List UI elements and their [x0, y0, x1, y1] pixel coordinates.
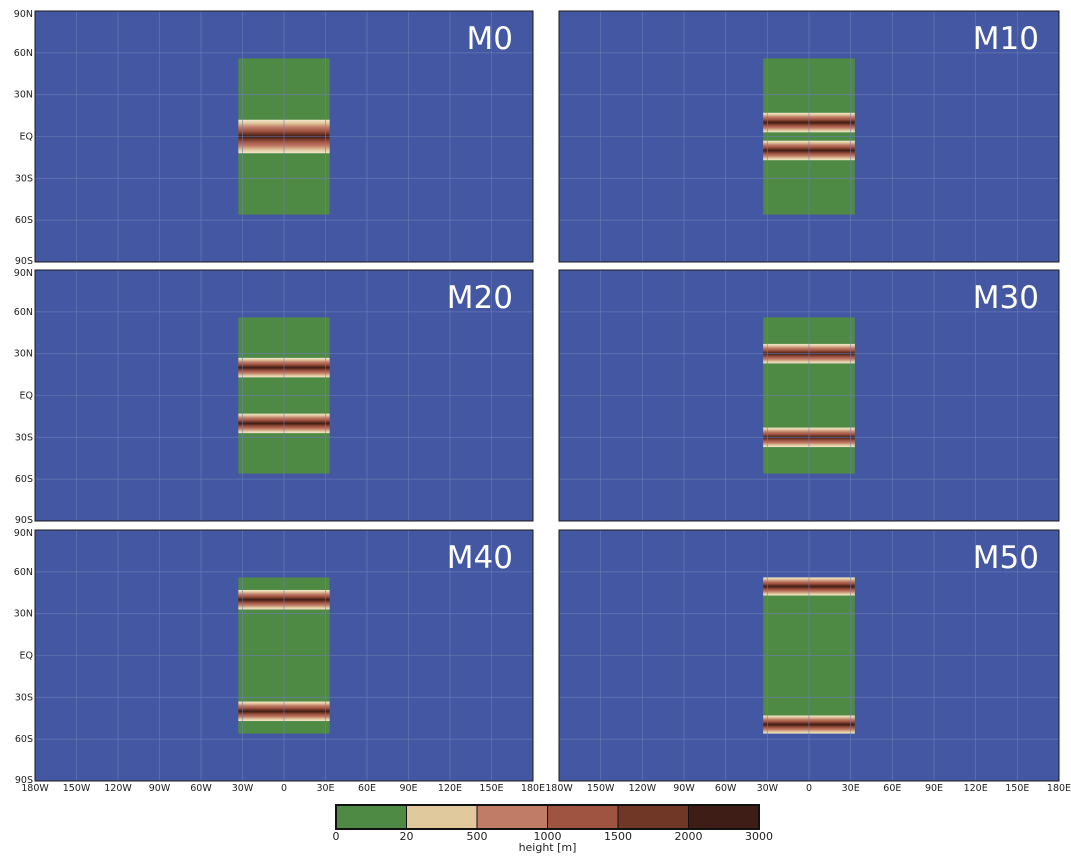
lon-tick-label: 180W	[21, 783, 49, 794]
lon-tick-label: 150W	[587, 783, 615, 794]
panel-label: M0	[467, 21, 513, 57]
map-panel: M20 90N 60N 30N EQ 30S 60S 90S	[14, 268, 534, 526]
lon-tick-label: 0	[281, 783, 287, 794]
lat-tick-label: 90N	[14, 268, 33, 279]
colorbar-tick-label: 500	[467, 830, 488, 843]
lon-tick-label: 90W	[149, 783, 171, 794]
lon-tick-label: 120E	[438, 783, 462, 794]
colorbar-tick-label: 0	[333, 830, 340, 843]
colorbar-segment	[688, 805, 759, 829]
lon-tick-label: 90E	[399, 783, 417, 794]
colorbar-label: height [m]	[519, 841, 577, 854]
lat-tick-label: 90S	[15, 775, 33, 786]
lat-tick-label: 90S	[15, 515, 33, 526]
lat-tick-label: 30S	[15, 692, 33, 703]
colorbar-tick-label: 1000	[534, 830, 562, 843]
lat-tick-label: 90S	[15, 256, 33, 267]
colorbar-tick-label: 2000	[675, 830, 703, 843]
colorbar-segment	[336, 805, 407, 829]
colorbar: 0 20 500 1000 1500 2000 3000 height [m]	[333, 804, 773, 854]
map-panel: M30	[558, 269, 1060, 522]
lat-tick-label: 30N	[14, 90, 33, 101]
lon-tick-label: 60E	[883, 783, 901, 794]
lat-tick-label: 60N	[14, 567, 33, 578]
lat-tick-label: 90N	[14, 9, 33, 20]
lat-tick-label: EQ	[20, 651, 33, 662]
lat-tick-label: 60S	[15, 474, 33, 485]
lat-tick-label: 30S	[15, 173, 33, 184]
lat-tick-label: 30N	[14, 609, 33, 620]
lon-tick-label: 150E	[1005, 783, 1029, 794]
lon-tick-label: 60W	[715, 783, 737, 794]
panel-label: M10	[973, 21, 1039, 57]
map-panel: M50 180W 150W 120W 90W 60W 30W 0 30E 60E 90E 120E 15…	[545, 529, 1071, 794]
lon-tick-label: 180E	[521, 783, 545, 794]
lat-tick-label: 60S	[15, 215, 33, 226]
lon-tick-label: 60E	[358, 783, 376, 794]
panel-label: M30	[973, 280, 1039, 316]
panel-label: M40	[447, 540, 513, 576]
lat-tick-label: 60S	[15, 734, 33, 745]
lon-tick-label: 180W	[545, 783, 573, 794]
panel-frame	[558, 10, 1060, 263]
lon-tick-label: 30W	[757, 783, 779, 794]
lon-tick-label: 180E	[1047, 783, 1071, 794]
lat-tick-label: 60N	[14, 48, 33, 59]
colorbar-tick-label: 1500	[604, 830, 632, 843]
lon-tick-label: 30E	[842, 783, 860, 794]
colorbar-tick-label: 3000	[745, 830, 773, 843]
lon-tick-label: 150E	[479, 783, 503, 794]
panel-label: M50	[973, 540, 1039, 576]
lon-tick-label: 30E	[316, 783, 334, 794]
colorbar-frame	[335, 804, 760, 830]
lon-tick-label: 60W	[190, 783, 212, 794]
colorbar-segment	[477, 805, 548, 829]
lat-tick-label: EQ	[20, 391, 33, 402]
panel-frame	[558, 269, 1060, 522]
lon-tick-label: 150W	[63, 783, 91, 794]
lon-tick-label: 90E	[925, 783, 943, 794]
lat-tick-label: 90N	[14, 528, 33, 539]
map-panel: M10	[558, 10, 1060, 263]
lat-tick-label: EQ	[20, 132, 33, 143]
panel-frame	[34, 529, 534, 782]
lon-tick-label: 120W	[104, 783, 132, 794]
lon-tick-label: 0	[806, 783, 812, 794]
lon-tick-label: 120E	[964, 783, 988, 794]
lon-tick-label: 120W	[629, 783, 657, 794]
panel-label: M20	[447, 280, 513, 316]
colorbar-segment	[406, 805, 477, 829]
panel-frame	[558, 529, 1060, 782]
lon-tick-label: 90W	[673, 783, 695, 794]
lat-tick-label: 60N	[14, 307, 33, 318]
map-panel: M0 90N 60N 30N EQ 30S 60S 90S	[14, 9, 534, 267]
lat-tick-label: 30S	[15, 432, 33, 443]
lon-tick-label: 30W	[232, 783, 254, 794]
panel-frame	[34, 269, 534, 522]
colorbar-tick-label: 20	[400, 830, 414, 843]
lat-tick-label: 30N	[14, 349, 33, 360]
panel-frame	[34, 10, 534, 263]
colorbar-segment	[547, 805, 618, 829]
colorbar-segment	[618, 805, 689, 829]
